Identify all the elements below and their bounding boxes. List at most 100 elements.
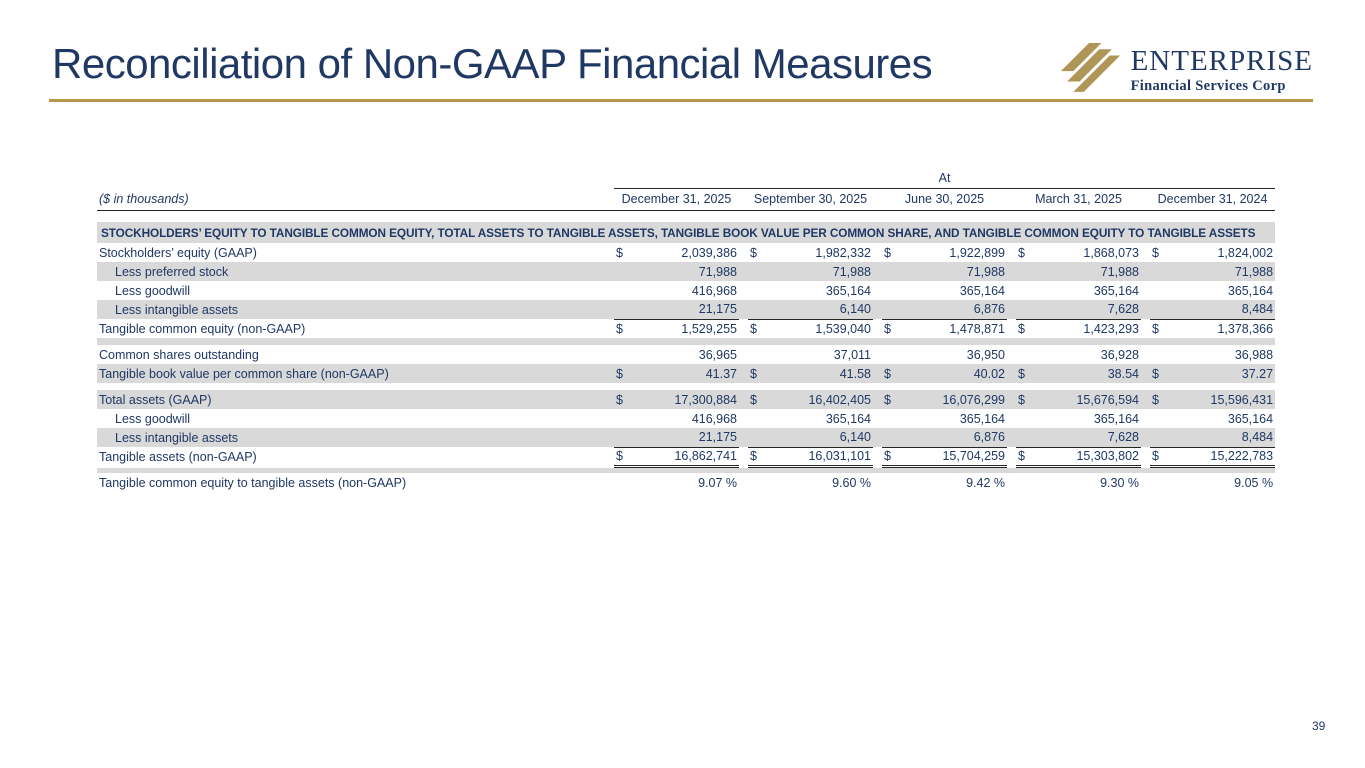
group-header-at: At [614, 168, 1276, 189]
column-gap [739, 390, 748, 409]
cell-value: 41.58 [774, 364, 873, 383]
column-gap [1141, 473, 1150, 492]
column-gap [873, 428, 882, 447]
dollar-sign-cell [1016, 428, 1042, 448]
dollar-sign-cell [882, 428, 908, 448]
dollar-sign-cell [1150, 345, 1176, 364]
table-row: Tangible book value per common share (no… [97, 364, 1276, 383]
column-header: December 31, 2024 [1150, 188, 1276, 211]
column-gap [739, 345, 748, 364]
row-label: Less goodwill [115, 411, 191, 426]
column-gap [1141, 281, 1150, 300]
logo-company-name: ENTERPRISE [1130, 45, 1313, 78]
column-gap [1141, 447, 1150, 466]
logo-company-subtitle: Financial Services Corp [1130, 78, 1286, 95]
dollar-sign-cell: $ [882, 364, 908, 383]
column-gap [873, 262, 882, 281]
cell-value: 15,676,594 [1042, 390, 1141, 409]
cell-value: 6,876 [908, 428, 1007, 448]
table-row: Tangible common equity to tangible asset… [97, 473, 1275, 492]
dollar-sign-cell [1016, 300, 1042, 320]
cell-value: 36,988 [1234, 347, 1274, 362]
dollar-sign-cell: $ [614, 390, 640, 409]
column-gap [1007, 409, 1016, 428]
cell-value: 416,968 [691, 411, 737, 426]
dollar-sign-cell: $ [748, 390, 774, 409]
column-gap [1141, 345, 1150, 364]
row-label: Common shares outstanding [99, 347, 259, 362]
row-label: Total assets (GAAP) [97, 390, 614, 409]
dollar-sign-cell: $ [884, 321, 891, 336]
cell-value: 365,164 [959, 411, 1005, 426]
column-header: September 30, 2025 [748, 188, 873, 211]
dollar-sign-cell [614, 281, 640, 300]
column-header: March 31, 2025 [1016, 188, 1141, 211]
column-gap [873, 319, 882, 338]
column-gap [1141, 364, 1150, 383]
cell-value: 16,862,741 [640, 447, 739, 468]
column-gap [1141, 428, 1150, 447]
cell-value: 6,140 [774, 428, 873, 448]
dollar-sign-cell: $ [750, 245, 757, 260]
dollar-sign-cell: $ [884, 245, 891, 260]
cell-value: 38.54 [1042, 364, 1141, 383]
cell-value: 16,031,101 [774, 447, 873, 468]
dollar-sign-cell [748, 473, 774, 492]
cell-value: 1,824,002 [1217, 245, 1274, 260]
column-gap [1007, 243, 1016, 262]
column-gap [739, 281, 748, 300]
table-group-header-row: At [97, 168, 1276, 189]
column-gap [1141, 300, 1150, 319]
dollar-sign-cell: $ [616, 321, 623, 336]
cell-value: 365,164 [1227, 411, 1274, 426]
cell-value: 8,484 [1176, 428, 1276, 448]
dollar-sign-cell: $ [882, 390, 908, 409]
row-label: Stockholders’ equity (GAAP) [99, 245, 257, 260]
dollar-sign-cell: $ [616, 245, 623, 260]
column-gap [1007, 345, 1016, 364]
table-row: Total assets (GAAP) $17,300,884 $16,402,40… [97, 390, 1276, 409]
cell-value: 41.37 [640, 364, 739, 383]
dollar-sign-cell: $ [1150, 390, 1176, 409]
cell-value: 7,628 [1042, 428, 1141, 448]
dollar-sign-cell [882, 262, 908, 281]
row-label: Tangible assets (non-GAAP) [99, 449, 257, 464]
dollar-sign-cell [1016, 345, 1042, 364]
column-gap [1007, 319, 1016, 338]
table-column-header-row: ($ in thousands) December 31, 2025 Septe… [97, 188, 1276, 211]
dollar-sign-cell [882, 300, 908, 320]
column-gap [1007, 300, 1016, 319]
cell-value: 6,140 [774, 300, 873, 320]
dollar-sign-cell [1016, 281, 1042, 300]
row-label: Tangible book value per common share (no… [97, 364, 614, 383]
column-header: June 30, 2025 [882, 188, 1007, 211]
dollar-sign-cell [614, 262, 640, 281]
dollar-sign-cell [882, 281, 908, 300]
cell-value: 15,303,802 [1042, 447, 1141, 468]
cell-value: 16,076,299 [908, 390, 1007, 409]
cell-value: 1,423,293 [1083, 321, 1139, 336]
cell-value: 365,164 [825, 283, 871, 298]
cell-value: 37,011 [833, 347, 871, 362]
dollar-sign-cell [882, 409, 908, 428]
row-label: Less intangible assets [97, 300, 614, 319]
dollar-sign-cell [748, 281, 774, 300]
column-gap [1007, 473, 1016, 492]
units-note: ($ in thousands) [97, 188, 614, 211]
cell-value: 36,928 [1100, 347, 1139, 362]
dollar-sign-cell: $ [1152, 245, 1159, 260]
page-title: Reconciliation of Non-GAAP Financial Mea… [52, 40, 933, 87]
dollar-sign-cell [748, 428, 774, 448]
dollar-sign-cell [1016, 262, 1042, 281]
dollar-sign-cell [1150, 473, 1176, 492]
dollar-sign-cell: $ [748, 364, 774, 383]
column-gap [739, 428, 748, 447]
cell-value: 36,950 [966, 347, 1005, 362]
logo-stripes-icon [1059, 42, 1121, 99]
column-gap [739, 319, 748, 338]
header-gap [97, 210, 1275, 222]
dollar-sign-cell [748, 262, 774, 281]
column-gap [739, 243, 748, 262]
column-gap [739, 409, 748, 428]
cell-value: 2,039,386 [681, 245, 737, 260]
